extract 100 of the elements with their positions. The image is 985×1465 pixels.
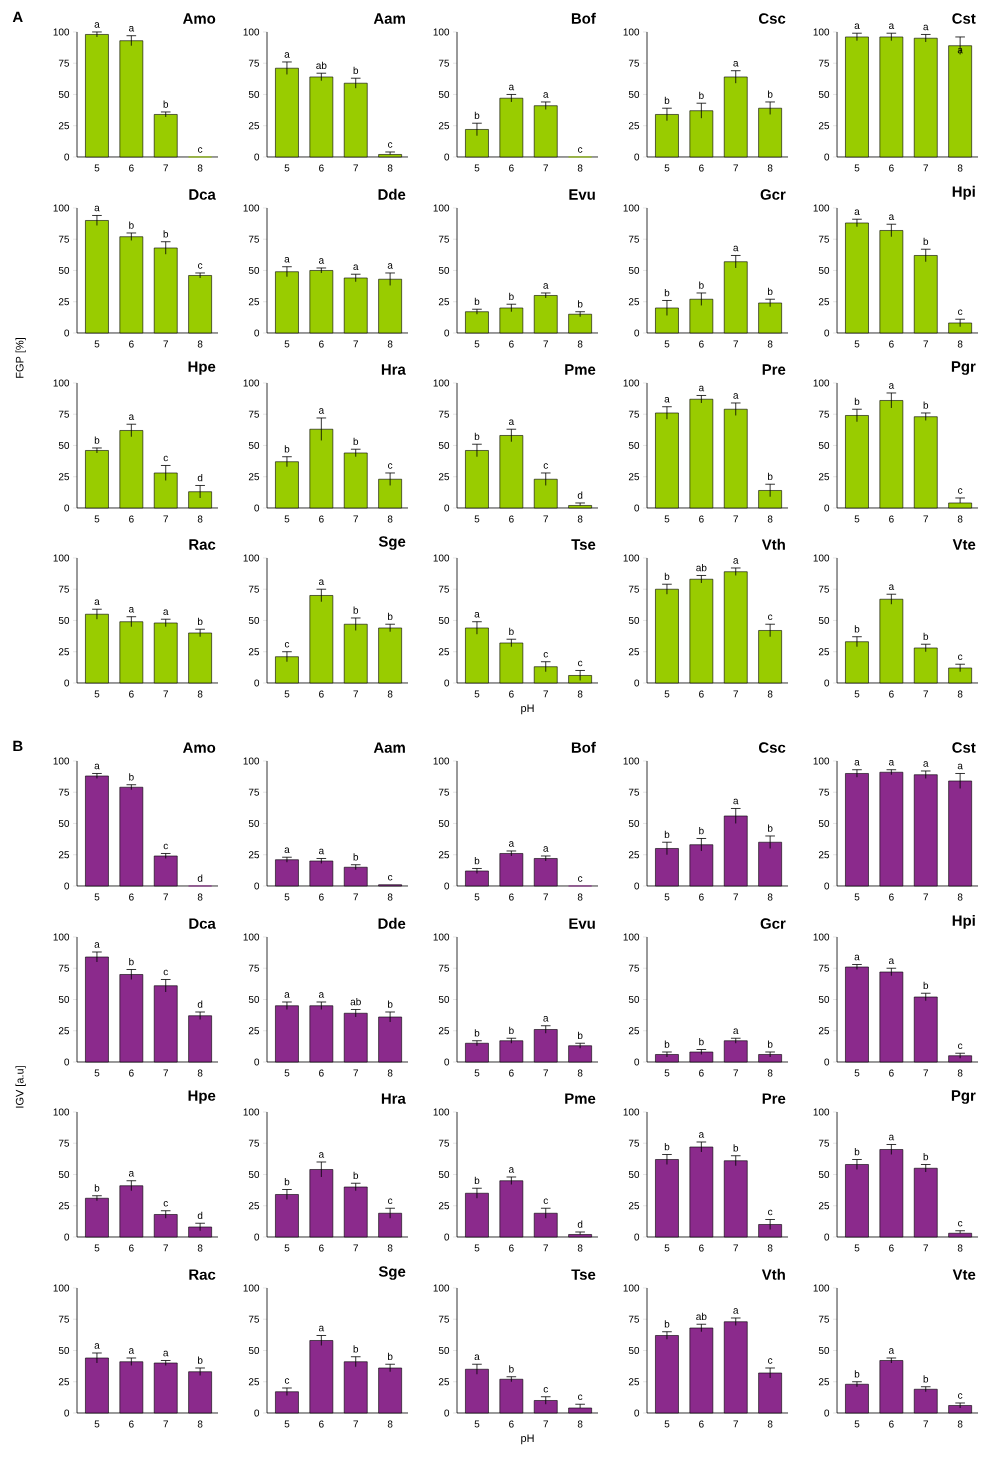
x-tick-label: 5 bbox=[474, 1420, 480, 1428]
y-tick-label: 50 bbox=[58, 616, 70, 624]
y-tick-label: 25 bbox=[58, 1378, 70, 1386]
x-tick-label: 6 bbox=[319, 515, 324, 523]
data-label: a bbox=[94, 205, 100, 212]
y-tick-label: 25 bbox=[58, 851, 70, 859]
y-tick-label: 75 bbox=[818, 59, 830, 67]
data-label: c bbox=[284, 642, 290, 648]
x-tick-label: 5 bbox=[854, 340, 860, 348]
y-tick-label: 0 bbox=[64, 882, 70, 890]
y-tick-label: 100 bbox=[433, 757, 450, 765]
y-tick-label: 75 bbox=[58, 1315, 70, 1323]
y-tick-label: 0 bbox=[444, 1058, 450, 1066]
y-tick-label: 75 bbox=[248, 59, 260, 67]
y-tick-label: 100 bbox=[53, 1284, 70, 1292]
x-tick-label: 8 bbox=[957, 515, 963, 523]
data-label: a bbox=[474, 612, 480, 618]
y-tick-label: 0 bbox=[824, 153, 830, 161]
y-tick-label: 100 bbox=[433, 554, 450, 562]
data-label: c bbox=[958, 1221, 963, 1227]
x-tick-label: 6 bbox=[319, 893, 324, 901]
y-tick-label: 100 bbox=[243, 28, 260, 36]
data-label: a bbox=[163, 1350, 169, 1357]
chart-title: Sge bbox=[378, 536, 406, 550]
x-tick-label: 8 bbox=[577, 1244, 583, 1252]
chart-title: Dde bbox=[378, 188, 406, 200]
y-tick-label: 50 bbox=[628, 266, 640, 274]
data-label: a bbox=[923, 761, 929, 767]
y-tick-label: 100 bbox=[53, 933, 70, 941]
x-tick-label: 8 bbox=[957, 164, 963, 172]
y-tick-label: 0 bbox=[64, 504, 70, 512]
data-label: b bbox=[664, 1040, 670, 1048]
y-tick-label: 25 bbox=[438, 1027, 450, 1035]
x-tick-label: 6 bbox=[889, 893, 894, 901]
data-label: a bbox=[889, 1134, 895, 1141]
x-tick-label: 5 bbox=[854, 1069, 860, 1077]
data-label: a bbox=[284, 52, 290, 58]
x-tick-label: 6 bbox=[509, 515, 514, 523]
x-tick-label: 6 bbox=[889, 1069, 894, 1077]
y-tick-label: 0 bbox=[444, 882, 450, 890]
x-tick-label: 7 bbox=[923, 690, 929, 698]
y-tick-label: 75 bbox=[58, 1139, 70, 1147]
chart-title: Rac bbox=[189, 539, 216, 550]
data-label: c bbox=[198, 263, 203, 269]
y-tick-label: 0 bbox=[634, 882, 640, 890]
y-tick-label: 25 bbox=[58, 122, 70, 130]
y-tick-label: 50 bbox=[818, 441, 830, 449]
data-label: b bbox=[474, 1029, 480, 1037]
data-label: c bbox=[543, 1387, 548, 1393]
x-tick-label: 6 bbox=[699, 515, 704, 523]
y-tick-label: 50 bbox=[58, 266, 70, 274]
y-tick-label: 25 bbox=[628, 1202, 640, 1210]
x-tick-label: 6 bbox=[699, 340, 704, 348]
y-tick-label: 75 bbox=[248, 964, 260, 972]
x-tick-label: 7 bbox=[163, 690, 169, 698]
data-label: b bbox=[353, 1345, 359, 1353]
y-tick-label: 25 bbox=[438, 1202, 450, 1210]
y-tick-label: 0 bbox=[64, 1409, 70, 1417]
y-tick-label: 50 bbox=[438, 995, 450, 1004]
data-label: d bbox=[197, 1211, 203, 1220]
y-tick-label: 100 bbox=[433, 28, 450, 36]
data-label: a bbox=[733, 558, 739, 564]
x-tick-label: 6 bbox=[889, 1244, 894, 1252]
x-tick-label: 5 bbox=[854, 1244, 860, 1252]
x-tick-label: 6 bbox=[129, 340, 134, 348]
data-label: b bbox=[664, 1142, 670, 1151]
x-tick-label: 8 bbox=[767, 164, 773, 172]
data-label: b bbox=[284, 445, 290, 453]
y-tick-label: 100 bbox=[623, 1108, 640, 1116]
data-label: b bbox=[699, 826, 704, 835]
x-tick-label: 7 bbox=[353, 1244, 359, 1252]
data-label: b bbox=[768, 287, 773, 296]
chart-title: Vte bbox=[952, 1269, 976, 1280]
x-tick-label: 7 bbox=[353, 164, 359, 172]
data-label: a bbox=[664, 397, 670, 403]
x-tick-label: 5 bbox=[94, 1420, 100, 1428]
x-tick-label: 7 bbox=[543, 164, 549, 172]
x-tick-label: 8 bbox=[957, 340, 963, 348]
x-tick-label: 5 bbox=[284, 515, 290, 523]
x-tick-label: 5 bbox=[854, 164, 860, 172]
data-label: c bbox=[578, 147, 583, 153]
y-tick-label: 25 bbox=[818, 1378, 830, 1386]
x-tick-label: 8 bbox=[767, 893, 773, 901]
y-tick-label: 0 bbox=[444, 1233, 450, 1241]
data-label: b bbox=[578, 1031, 583, 1040]
x-tick-label: 7 bbox=[733, 164, 739, 172]
data-label: a bbox=[854, 760, 860, 766]
chart-title: Sge bbox=[378, 1266, 406, 1280]
x-tick-label: 5 bbox=[854, 515, 860, 523]
x-tick-label: 8 bbox=[767, 1069, 773, 1077]
x-tick-label: 8 bbox=[197, 690, 203, 698]
y-tick-label: 50 bbox=[438, 1346, 450, 1355]
x-tick-label: 7 bbox=[163, 1244, 169, 1252]
y-tick-label: 25 bbox=[248, 1378, 260, 1386]
y-tick-label: 25 bbox=[438, 648, 450, 656]
x-tick-label: 8 bbox=[577, 690, 583, 698]
data-label: b bbox=[474, 432, 480, 441]
data-label: b bbox=[509, 292, 514, 301]
y-tick-label: 100 bbox=[243, 204, 260, 212]
y-tick-label: 50 bbox=[438, 1170, 450, 1179]
